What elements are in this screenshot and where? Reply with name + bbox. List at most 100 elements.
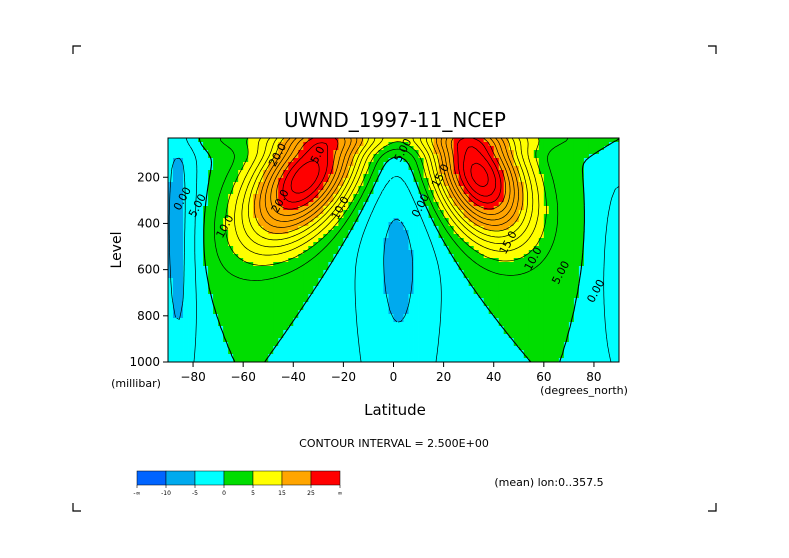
contour-fill-cell — [283, 326, 289, 331]
contour-fill-cell — [373, 218, 379, 223]
contour-fill-cell — [383, 210, 389, 215]
contour-fill-cell — [588, 286, 595, 291]
contour-fill-cell — [513, 338, 520, 343]
contour-fill-cell — [253, 150, 259, 155]
contour-fill-cell — [308, 202, 314, 207]
contour-fill-cell — [173, 226, 179, 231]
contour-fill-cell — [518, 334, 525, 339]
contour-fill-cell — [188, 294, 194, 299]
contour-fill-cell — [573, 342, 580, 347]
contour-fill-cell — [258, 254, 264, 259]
contour-fill-cell — [568, 298, 575, 303]
contour-fill-cell — [558, 218, 565, 223]
contour-fill-cell — [363, 298, 369, 303]
contour-fill-cell — [543, 142, 550, 147]
contour-fill-cell — [568, 206, 575, 211]
contour-fill-cell — [578, 138, 585, 143]
contour-fill-cell — [383, 294, 389, 299]
contour-fill-cell — [203, 170, 209, 175]
contour-fill-cell — [463, 290, 470, 295]
contour-fill-cell — [323, 334, 329, 339]
contour-fill-cell — [278, 290, 284, 295]
contour-fill-cell — [568, 150, 575, 155]
contour-fill-cell — [498, 262, 505, 267]
contour-fill-cell — [333, 198, 339, 203]
contour-fill-cell — [288, 278, 294, 283]
contour-fill-cell — [233, 346, 239, 351]
contour-fill-cell — [403, 306, 409, 311]
contour-fill-cell — [318, 342, 324, 347]
contour-fill-cell — [573, 138, 580, 143]
contour-fill-cell — [383, 142, 389, 147]
contour-fill-cell — [273, 186, 279, 191]
contour-fill-cell — [353, 250, 359, 255]
contour-fill-cell — [208, 190, 214, 195]
contour-fill-cell — [393, 162, 399, 167]
contour-fill-cell — [323, 278, 329, 283]
contour-fill-cell — [588, 170, 595, 175]
contour-fill-cell — [323, 282, 329, 287]
contour-fill-cell — [468, 330, 475, 335]
contour-fill-cell — [278, 350, 284, 355]
contour-fill-cell — [503, 194, 510, 199]
contour-fill-cell — [353, 194, 359, 199]
contour-fill-cell — [368, 238, 374, 243]
contour-fill-cell — [483, 274, 490, 279]
contour-fill-cell — [413, 290, 419, 295]
contour-fill-cell — [553, 350, 560, 355]
contour-fill-cell — [373, 254, 379, 259]
contour-fill-cell — [373, 314, 379, 319]
contour-fill-cell — [368, 254, 374, 259]
contour-fill-cell — [478, 146, 485, 151]
contour-fill-cell — [273, 162, 279, 167]
contour-fill-cell — [598, 354, 605, 359]
contour-fill-cell — [558, 294, 565, 299]
contour-fill-cell — [393, 238, 399, 243]
contour-fill-cell — [288, 158, 294, 163]
contour-fill-cell — [573, 198, 580, 203]
contour-fill-cell — [418, 142, 424, 147]
contour-fill-cell — [458, 274, 465, 279]
contour-fill-cell — [243, 202, 249, 207]
contour-fill-cell — [378, 250, 384, 255]
contour-fill-cell — [583, 326, 590, 331]
contour-fill-cell — [593, 186, 600, 191]
contour-fill-cell — [608, 322, 615, 327]
contour-fill-cell — [558, 338, 565, 343]
contour-fill-cell — [503, 238, 510, 243]
contour-fill-cell — [183, 314, 189, 319]
contour-fill-cell — [368, 334, 374, 339]
contour-fill-cell — [328, 234, 334, 239]
contour-fill-cell — [528, 318, 535, 323]
contour-fill-cell — [573, 174, 580, 179]
contour-fill-cell — [283, 274, 289, 279]
contour-fill-cell — [278, 346, 284, 351]
contour-fill-cell — [193, 182, 199, 187]
contour-fill-cell — [173, 150, 179, 155]
contour-fill-cell — [208, 230, 214, 235]
contour-fill-cell — [253, 330, 259, 335]
contour-fill-cell — [408, 146, 414, 151]
contour-fill-cell — [373, 310, 379, 315]
contour-fill-cell — [268, 238, 274, 243]
contour-fill-cell — [343, 294, 349, 299]
contour-fill-cell — [493, 238, 500, 243]
contour-fill-cell — [528, 166, 535, 171]
contour-fill-cell — [363, 166, 369, 171]
contour-fill-cell — [478, 286, 485, 291]
contour-fill-cell — [198, 234, 204, 239]
contour-fill-cell — [543, 282, 550, 287]
contour-fill-cell — [328, 246, 334, 251]
contour-fill-cell — [333, 342, 339, 347]
contour-fill-cell — [553, 218, 560, 223]
contour-fill-cell — [483, 282, 490, 287]
contour-fill-cell — [538, 166, 545, 171]
contour-fill-cell — [258, 170, 264, 175]
contour-fill-cell — [333, 318, 339, 323]
contour-fill-cell — [433, 146, 439, 151]
contour-fill-cell — [548, 166, 555, 171]
contour-fill-cell — [523, 262, 530, 267]
contour-fill-cell — [168, 326, 174, 331]
contour-fill-cell — [453, 334, 460, 339]
contour-fill-cell — [583, 286, 590, 291]
